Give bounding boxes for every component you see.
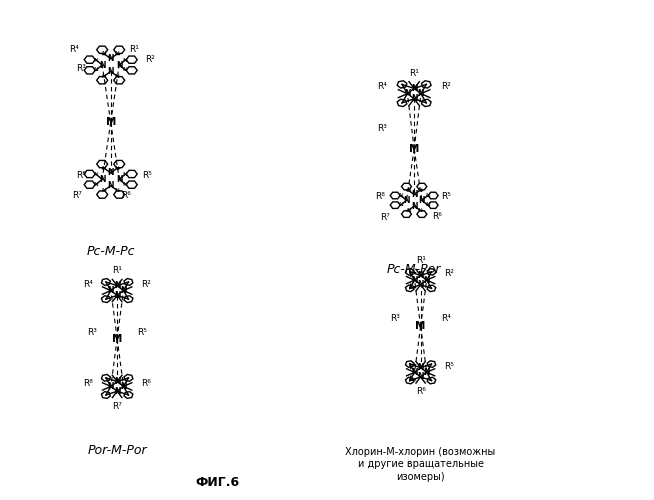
- Text: N: N: [114, 291, 120, 300]
- Text: R¹: R¹: [409, 68, 419, 78]
- Text: R⁶: R⁶: [142, 378, 152, 388]
- Text: N: N: [108, 286, 114, 295]
- Text: R⁵: R⁵: [137, 328, 147, 336]
- Text: ФИГ.6: ФИГ.6: [195, 476, 239, 488]
- Text: N: N: [425, 194, 430, 198]
- Text: N: N: [399, 202, 404, 207]
- Text: R⁴: R⁴: [69, 46, 78, 54]
- Text: N: N: [115, 74, 120, 78]
- Text: N: N: [123, 68, 128, 72]
- Text: R⁵: R⁵: [142, 171, 152, 180]
- Text: N: N: [123, 182, 128, 187]
- Text: N: N: [417, 363, 424, 372]
- Text: Pc-M-Por: Pc-M-Por: [387, 262, 441, 276]
- Text: N: N: [114, 282, 120, 290]
- Text: N: N: [404, 196, 410, 205]
- Text: N: N: [411, 84, 417, 93]
- Text: N: N: [406, 208, 411, 213]
- Text: R³: R³: [390, 314, 400, 324]
- Text: N: N: [120, 382, 127, 391]
- Text: R⁸: R⁸: [83, 378, 93, 388]
- Text: R⁴: R⁴: [377, 82, 387, 92]
- Text: M: M: [415, 321, 426, 331]
- Text: N: N: [418, 208, 422, 213]
- Text: N: N: [417, 372, 424, 382]
- Text: N: N: [411, 94, 417, 104]
- Text: R⁴: R⁴: [441, 314, 451, 324]
- Text: R³: R³: [377, 124, 387, 132]
- Text: N: N: [419, 196, 425, 205]
- Text: R²: R²: [142, 280, 152, 288]
- Text: R⁷: R⁷: [72, 191, 82, 200]
- Text: R¹: R¹: [416, 256, 426, 265]
- Text: R⁴: R⁴: [83, 280, 93, 288]
- Text: N: N: [99, 60, 105, 70]
- Text: N: N: [114, 377, 120, 386]
- Text: N: N: [411, 202, 417, 210]
- Text: R⁷: R⁷: [112, 402, 122, 411]
- Text: R⁶: R⁶: [432, 212, 441, 220]
- Text: N: N: [425, 202, 430, 207]
- Text: R²: R²: [441, 82, 451, 92]
- Text: N: N: [411, 276, 418, 284]
- Text: N: N: [120, 286, 127, 295]
- Text: R⁶: R⁶: [416, 387, 426, 396]
- Text: N: N: [107, 168, 114, 177]
- Text: R⁸: R⁸: [76, 171, 86, 180]
- Text: R⁷: R⁷: [381, 213, 390, 222]
- Text: N: N: [116, 175, 122, 184]
- Text: R¹: R¹: [129, 46, 139, 54]
- Text: R³: R³: [87, 328, 97, 336]
- Text: R⁵: R⁵: [441, 192, 451, 202]
- Text: N: N: [418, 89, 424, 98]
- Text: N: N: [107, 67, 114, 76]
- Text: и другие вращательные: и другие вращательные: [358, 460, 483, 469]
- Text: R⁶: R⁶: [121, 191, 131, 200]
- Text: N: N: [404, 89, 411, 98]
- Text: M: M: [112, 334, 122, 344]
- Text: N: N: [423, 276, 430, 284]
- Text: N: N: [123, 172, 128, 177]
- Text: M: M: [105, 117, 116, 127]
- Text: N: N: [108, 382, 114, 391]
- Text: N: N: [107, 182, 114, 190]
- Text: N: N: [94, 182, 99, 187]
- Text: R⁸: R⁸: [375, 192, 385, 202]
- Text: R²: R²: [444, 270, 454, 278]
- Text: N: N: [418, 188, 422, 193]
- Text: Pc-M-Pc: Pc-M-Pc: [86, 245, 135, 258]
- Text: R⁵: R⁵: [444, 362, 454, 370]
- Text: Хлорин-M-хлорин (возможны: Хлорин-M-хлорин (возможны: [345, 447, 496, 457]
- Text: изомеры): изомеры): [396, 472, 445, 482]
- Text: N: N: [123, 58, 128, 62]
- Text: N: N: [115, 166, 120, 171]
- Text: N: N: [116, 60, 122, 70]
- Text: N: N: [94, 172, 99, 177]
- Text: N: N: [417, 271, 424, 280]
- Text: R³: R³: [76, 64, 86, 74]
- Text: N: N: [115, 188, 120, 193]
- Text: N: N: [107, 54, 114, 63]
- Text: N: N: [406, 188, 411, 193]
- Text: N: N: [423, 368, 430, 377]
- Text: N: N: [102, 52, 107, 57]
- Text: N: N: [417, 280, 424, 289]
- Text: N: N: [99, 175, 105, 184]
- Text: N: N: [114, 386, 120, 396]
- Text: M: M: [409, 144, 419, 154]
- Text: N: N: [94, 68, 99, 72]
- Text: N: N: [102, 188, 107, 193]
- Text: Por-M-Por: Por-M-Por: [88, 444, 147, 457]
- Text: N: N: [399, 194, 404, 198]
- Text: R¹: R¹: [112, 266, 122, 275]
- Text: N: N: [411, 368, 418, 377]
- Text: N: N: [94, 58, 99, 62]
- Text: N: N: [102, 74, 107, 78]
- Text: N: N: [102, 166, 107, 171]
- Text: R²: R²: [145, 55, 154, 64]
- Text: N: N: [411, 190, 417, 199]
- Text: N: N: [115, 52, 120, 57]
